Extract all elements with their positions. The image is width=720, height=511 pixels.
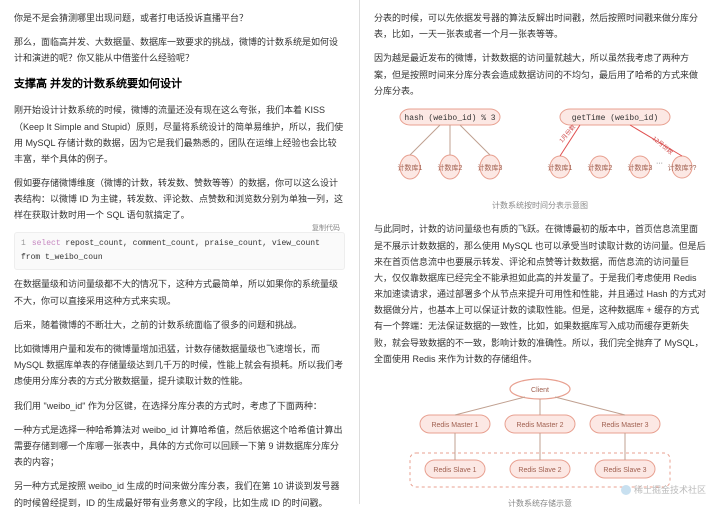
diagram-caption: 计数系统按时间分表示意图	[374, 199, 706, 213]
para: 在数据量级和访问量级都不大的情况下，这种方式最简单，所以如果你的系统量级不大，你…	[14, 276, 345, 308]
svg-text:计数库1: 计数库1	[398, 163, 423, 172]
svg-text:计数库??: 计数库??	[668, 163, 697, 172]
watermark-text: 稀土掘金技术社区	[634, 483, 706, 496]
code-block: 复制代码 1select repost_count, comment_count…	[14, 232, 345, 271]
watermark-icon	[621, 485, 631, 495]
para: 我们用 "weibo_id" 作为分区键，在选择分库分表的方式时，考虑了下面两种…	[14, 398, 345, 414]
svg-text:Redis Slave 3: Redis Slave 3	[603, 467, 646, 474]
svg-text:hash (weibo_id) % 3: hash (weibo_id) % 3	[404, 114, 495, 123]
para: 与此同时，计数的访问量级也有质的飞跃。在微博最初的版本中，首页信息流里面是不展示…	[374, 221, 706, 367]
code-keyword: select	[32, 239, 61, 248]
svg-text:计数库2: 计数库2	[438, 163, 463, 172]
para: 刚开始设计计数系统的时候，微博的流量还没有现在这么夸张，我们本着 KISS（Ke…	[14, 102, 345, 167]
svg-text:Client: Client	[531, 387, 549, 394]
svg-text:12月份数: 12月份数	[651, 134, 675, 156]
para: 那么，面临高并发、大数据量、数据库一致要求的挑战，微博的计数系统是如何设计和演进…	[14, 34, 345, 66]
svg-text:计数库2: 计数库2	[588, 163, 613, 172]
svg-text:Redis Master 1: Redis Master 1	[431, 422, 478, 429]
svg-text:计数库3: 计数库3	[478, 163, 503, 172]
svg-text:Redis Slave 2: Redis Slave 2	[518, 467, 561, 474]
svg-text:计数库1: 计数库1	[548, 163, 573, 172]
svg-text:getTime (weibo_id): getTime (weibo_id)	[572, 114, 658, 123]
hash-time-diagram: hash (weibo_id) % 3 计数库1 计数库2 计数库3 getTi…	[374, 107, 706, 213]
para: 一种方式是选择一种哈希算法对 weibo_id 计算哈希值，然后依据这个哈希值计…	[14, 422, 345, 471]
para: 另一种方式是按照 weibo_id 生成的时间来做分库分表，我们在第 10 讲谈…	[14, 478, 345, 510]
code-lineno: 1	[21, 239, 26, 248]
svg-text:Redis Master 2: Redis Master 2	[516, 422, 563, 429]
heading: 支撑高 并发的计数系统要如何设计	[14, 75, 345, 95]
para: 分表的时候，可以先依据发号器的算法反解出时间戳，然后按照时间戳来做分库分表，比如…	[374, 10, 706, 42]
left-column: 你是不是会猜测哪里出现问题，或者打电话投诉直播平台？ 那么，面临高并发、大数据量…	[0, 0, 360, 504]
para: 你是不是会猜测哪里出现问题，或者打电话投诉直播平台？	[14, 10, 345, 26]
code-rest: repost_count, comment_count, praise_coun…	[21, 239, 320, 262]
code-label: 复制代码	[312, 223, 340, 236]
svg-text:···: ···	[656, 160, 663, 167]
svg-text:Redis Master 3: Redis Master 3	[601, 422, 648, 429]
right-column: 分表的时候，可以先依据发号器的算法反解出时间戳，然后按照时间戳来做分库分表，比如…	[360, 0, 720, 504]
para: 因为越是最近发布的微博，计数数据的访问量就越大，所以虽然我考虑了两种方案，但是按…	[374, 50, 706, 99]
para: 后来，随着微博的不断壮大，之前的计数系统面临了很多的问题和挑战。	[14, 317, 345, 333]
svg-text:Redis Slave 1: Redis Slave 1	[433, 467, 476, 474]
svg-text:计数库3: 计数库3	[628, 163, 653, 172]
watermark: 稀土掘金技术社区	[621, 483, 706, 496]
para: 比如微博用户量和发布的微博量增加迅猛，计数存储数据量级也飞速增长，而 MySQL…	[14, 341, 345, 390]
diagram-caption: 计数系统存储示意	[374, 497, 706, 511]
para: 假如要存储微博维度（微博的计数，转发数、赞数等等）的数据，你可以这么设计表结构：…	[14, 175, 345, 224]
